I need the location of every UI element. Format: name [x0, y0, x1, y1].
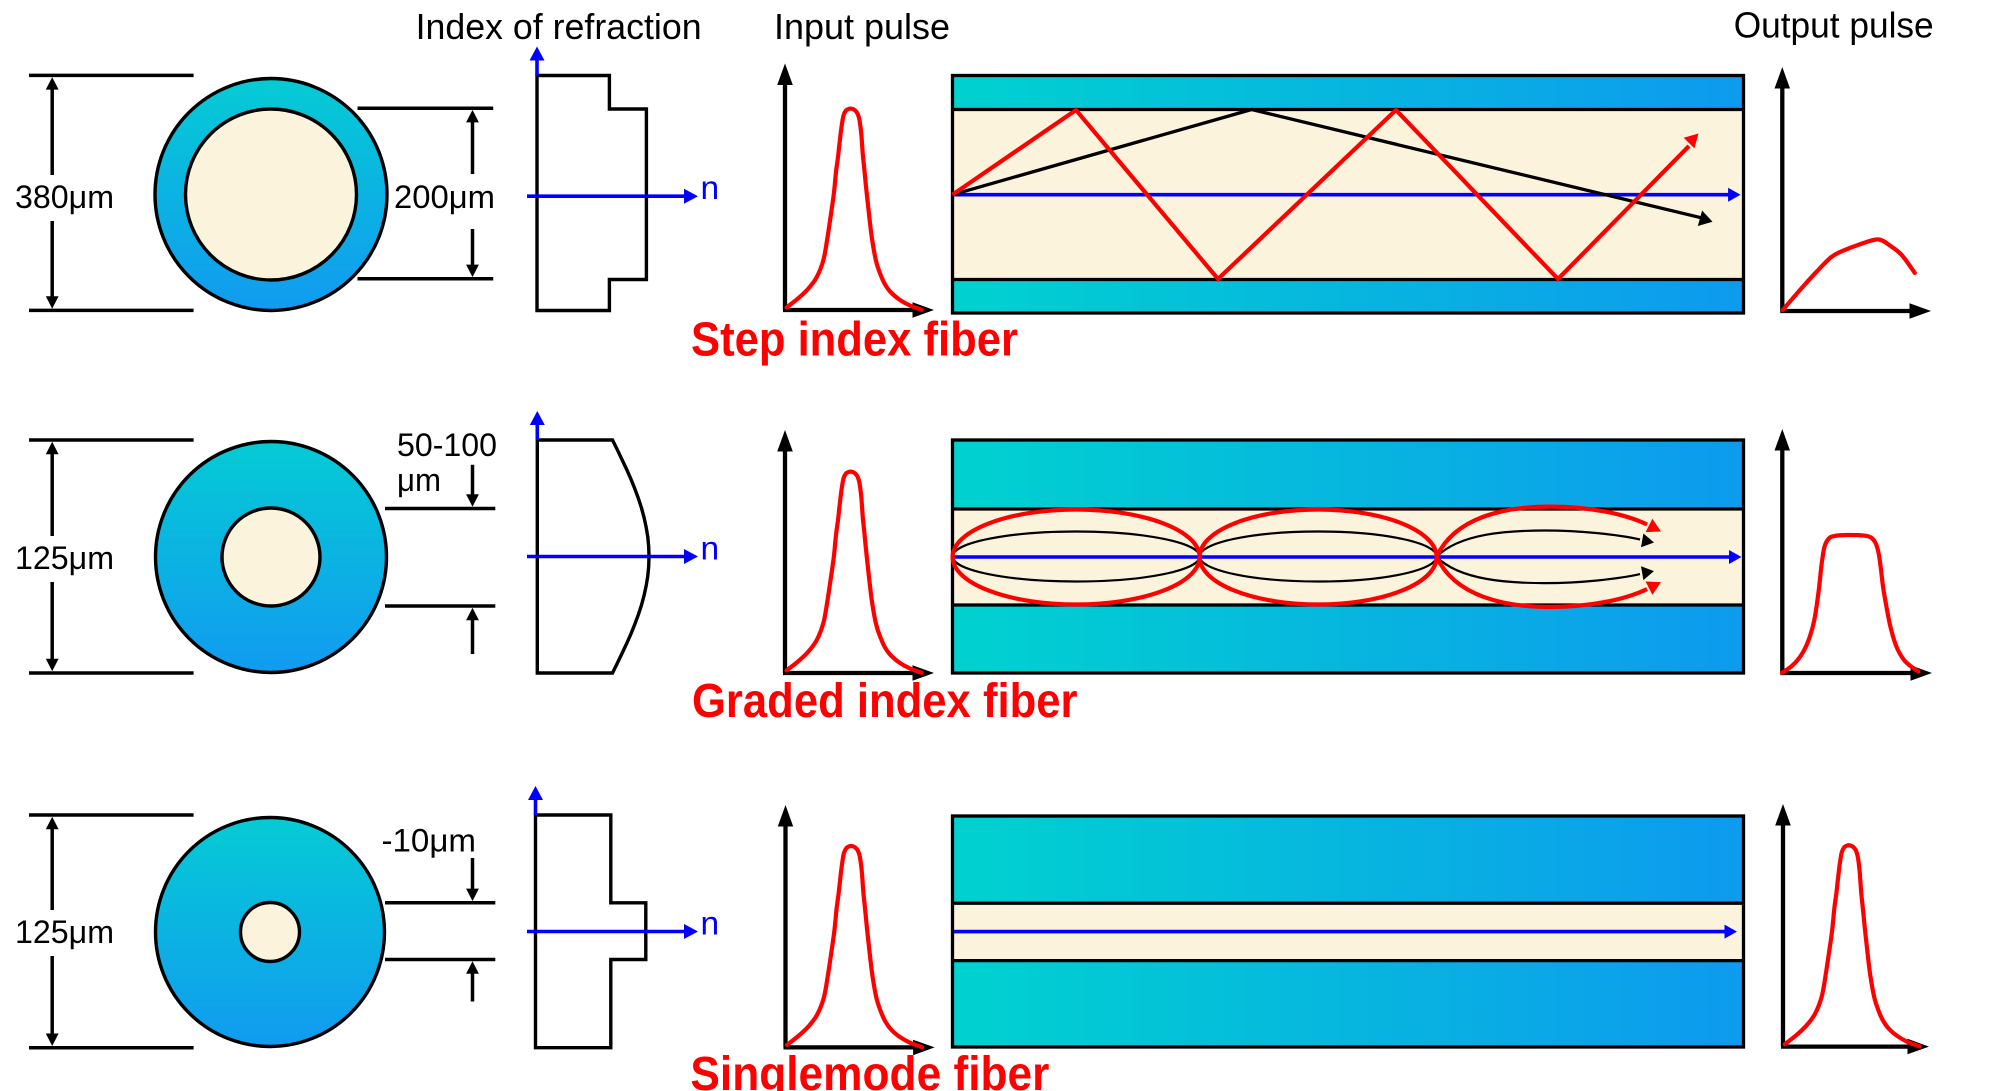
svg-text:50-100: 50-100 — [397, 427, 497, 463]
svg-text:Input pulse: Input pulse — [774, 6, 950, 47]
svg-text:n: n — [701, 531, 720, 568]
svg-text:125μm: 125μm — [15, 914, 114, 950]
svg-text:n: n — [701, 906, 720, 943]
svg-text:380μm: 380μm — [15, 179, 114, 215]
svg-text:Index of refraction: Index of refraction — [416, 6, 702, 47]
svg-text:Step index fiber: Step index fiber — [691, 314, 1018, 367]
svg-text:200μm: 200μm — [394, 179, 495, 215]
svg-text:n: n — [701, 170, 720, 207]
svg-text:-10μm: -10μm — [382, 823, 477, 859]
svg-text:Output pulse: Output pulse — [1734, 5, 1934, 46]
svg-text:Singlemode fiber: Singlemode fiber — [690, 1048, 1049, 1091]
svg-text:μm: μm — [397, 462, 441, 498]
svg-text:125μm: 125μm — [15, 540, 114, 576]
svg-text:Graded index fiber: Graded index fiber — [692, 675, 1078, 728]
